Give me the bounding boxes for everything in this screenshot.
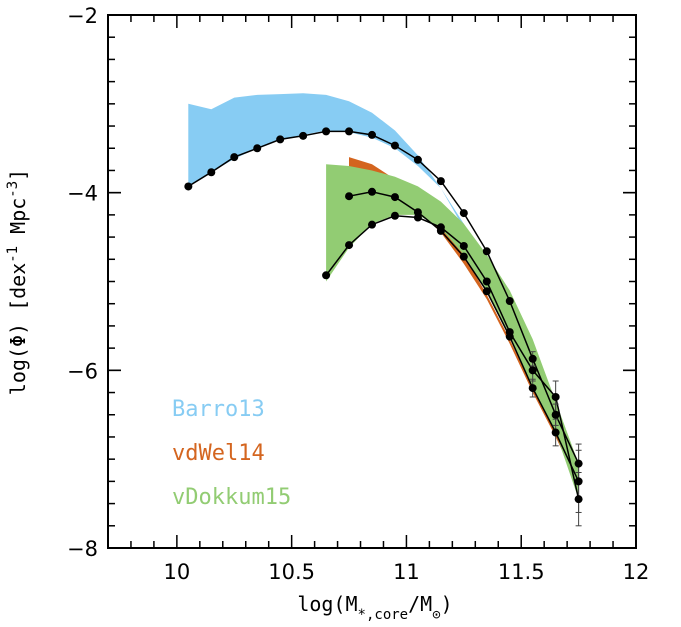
data-point bbox=[528, 384, 537, 393]
y-tick-label: −6 bbox=[67, 359, 98, 383]
data-point bbox=[345, 192, 354, 201]
data-point bbox=[413, 213, 422, 222]
x-tick-label: 12 bbox=[623, 560, 650, 584]
series-points-layer bbox=[184, 127, 583, 504]
data-point bbox=[368, 130, 376, 139]
data-point bbox=[505, 328, 514, 337]
data-point bbox=[413, 155, 422, 164]
y-axis-label: log(Φ) [dex-1 Mpc-3] bbox=[5, 169, 30, 395]
data-point bbox=[505, 297, 514, 306]
data-point bbox=[482, 277, 491, 286]
data-point bbox=[551, 428, 560, 437]
data-point bbox=[276, 135, 285, 144]
data-point bbox=[482, 247, 491, 256]
band-0 bbox=[188, 93, 510, 309]
data-point bbox=[551, 410, 560, 419]
data-point bbox=[322, 127, 331, 136]
x-tick-label: 11.5 bbox=[498, 560, 545, 584]
data-point bbox=[574, 477, 583, 486]
data-point bbox=[528, 366, 537, 375]
data-point bbox=[528, 354, 537, 363]
series-line-2 bbox=[325, 215, 580, 500]
data-point bbox=[390, 211, 399, 220]
x-tick-label: 10.5 bbox=[268, 560, 315, 584]
x-tick-label: 10 bbox=[164, 560, 191, 584]
bands-layer bbox=[188, 93, 579, 500]
data-point bbox=[390, 193, 399, 202]
data-point bbox=[459, 241, 468, 250]
data-point bbox=[322, 271, 331, 280]
tick-labels-layer: −8 −6 −4 −2 10 10.5 11 11.5 12 bbox=[67, 4, 649, 584]
series-line-0 bbox=[187, 130, 580, 464]
data-point bbox=[459, 209, 468, 218]
legend: Barro13 vdWel14 vDokkum15 bbox=[172, 397, 291, 510]
data-point bbox=[299, 131, 308, 140]
data-point bbox=[368, 220, 376, 229]
x-axis-label: log(M*,core/M⊙) bbox=[297, 592, 452, 623]
data-point bbox=[482, 287, 491, 296]
data-point bbox=[184, 182, 193, 191]
y-tick-label: −4 bbox=[67, 182, 98, 206]
data-point bbox=[574, 459, 583, 468]
data-point bbox=[390, 141, 399, 150]
band-2 bbox=[326, 164, 579, 500]
data-point bbox=[345, 127, 354, 136]
data-point bbox=[574, 495, 583, 504]
legend-entry-vdwel14: vdWel14 bbox=[172, 441, 265, 466]
legend-entry-barro13: Barro13 bbox=[172, 397, 265, 422]
data-point bbox=[459, 252, 468, 261]
y-tick-label: −2 bbox=[67, 4, 98, 28]
x-tick-label: 11 bbox=[393, 560, 420, 584]
legend-entry-vdokkum15: vDokkum15 bbox=[172, 485, 291, 510]
plot-frame bbox=[107, 14, 637, 549]
data-point bbox=[436, 177, 445, 186]
data-point bbox=[230, 153, 239, 162]
data-point bbox=[345, 241, 354, 250]
axis-ticks-layer bbox=[108, 14, 636, 549]
y-tick-label: −8 bbox=[67, 537, 98, 561]
data-point bbox=[368, 187, 376, 196]
data-point bbox=[253, 144, 262, 153]
data-point bbox=[436, 223, 445, 232]
data-point bbox=[207, 168, 216, 177]
data-point bbox=[551, 392, 560, 401]
